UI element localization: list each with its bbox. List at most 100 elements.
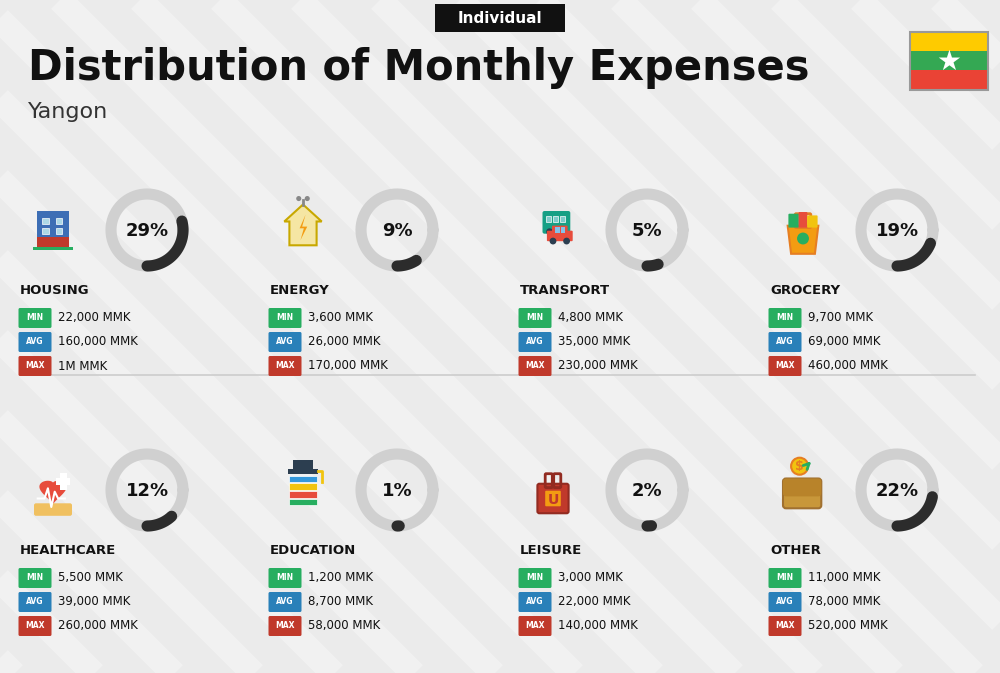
FancyBboxPatch shape [56,478,70,485]
Text: Individual: Individual [458,11,542,26]
Text: 140,000 MMK: 140,000 MMK [558,620,638,633]
Text: 260,000 MMK: 260,000 MMK [58,620,138,633]
FancyBboxPatch shape [288,469,318,474]
FancyBboxPatch shape [56,238,62,244]
FancyBboxPatch shape [768,592,802,612]
FancyBboxPatch shape [435,4,565,32]
Text: TRANSPORT: TRANSPORT [520,283,610,297]
FancyBboxPatch shape [561,227,565,233]
Text: MIN: MIN [276,573,294,583]
FancyBboxPatch shape [783,479,821,497]
Text: MAX: MAX [25,621,45,631]
Circle shape [560,228,567,235]
FancyBboxPatch shape [542,211,570,234]
Text: 9%: 9% [382,222,412,240]
FancyBboxPatch shape [768,332,802,352]
FancyBboxPatch shape [56,218,62,224]
Text: 5,500 MMK: 5,500 MMK [58,571,123,584]
Text: 9,700 MMK: 9,700 MMK [808,312,873,324]
Text: AVG: AVG [26,337,44,347]
FancyBboxPatch shape [788,214,799,227]
Polygon shape [300,215,307,240]
Text: 26,000 MMK: 26,000 MMK [308,336,380,349]
Text: AVG: AVG [26,598,44,606]
Text: MIN: MIN [26,573,44,583]
Text: 69,000 MMK: 69,000 MMK [808,336,881,349]
FancyBboxPatch shape [268,332,302,352]
FancyBboxPatch shape [18,332,52,352]
FancyBboxPatch shape [807,215,818,227]
FancyBboxPatch shape [546,215,551,222]
FancyBboxPatch shape [553,215,558,222]
Text: LEISURE: LEISURE [520,544,582,557]
Circle shape [797,233,809,244]
FancyBboxPatch shape [37,211,69,249]
FancyBboxPatch shape [42,238,49,244]
Text: MIN: MIN [276,314,294,322]
Text: EDUCATION: EDUCATION [270,544,356,557]
Text: AVG: AVG [276,598,294,606]
FancyBboxPatch shape [289,483,317,490]
FancyBboxPatch shape [518,568,552,588]
FancyBboxPatch shape [518,308,552,328]
Text: 460,000 MMK: 460,000 MMK [808,359,888,372]
FancyBboxPatch shape [560,215,565,222]
Text: MAX: MAX [275,361,295,371]
Text: MAX: MAX [525,621,545,631]
Text: HEALTHCARE: HEALTHCARE [20,544,116,557]
FancyBboxPatch shape [268,592,302,612]
Text: AVG: AVG [526,598,544,606]
FancyBboxPatch shape [33,248,73,250]
FancyBboxPatch shape [547,231,573,241]
FancyBboxPatch shape [18,356,52,376]
Circle shape [546,228,553,235]
Text: 22%: 22% [875,482,919,500]
Text: MAX: MAX [775,361,795,371]
Text: 5%: 5% [632,222,662,240]
Text: 12%: 12% [125,482,169,500]
FancyBboxPatch shape [268,356,302,376]
Text: 39,000 MMK: 39,000 MMK [58,596,130,608]
Text: 1%: 1% [382,482,412,500]
FancyBboxPatch shape [545,491,561,506]
Circle shape [305,196,310,201]
FancyBboxPatch shape [910,32,988,52]
FancyBboxPatch shape [18,308,52,328]
FancyBboxPatch shape [18,616,52,636]
Text: U: U [547,493,559,507]
FancyBboxPatch shape [783,479,821,508]
FancyBboxPatch shape [42,228,49,234]
Text: MAX: MAX [775,621,795,631]
Text: 170,000 MMK: 170,000 MMK [308,359,388,372]
Text: MIN: MIN [26,314,44,322]
Text: MAX: MAX [275,621,295,631]
FancyBboxPatch shape [518,332,552,352]
Text: 58,000 MMK: 58,000 MMK [308,620,380,633]
FancyBboxPatch shape [518,592,552,612]
FancyBboxPatch shape [268,568,302,588]
FancyBboxPatch shape [34,503,72,516]
Text: 160,000 MMK: 160,000 MMK [58,336,138,349]
Polygon shape [788,225,818,254]
Text: OTHER: OTHER [770,544,821,557]
FancyBboxPatch shape [910,70,988,90]
Text: AVG: AVG [276,337,294,347]
Circle shape [296,196,301,201]
Text: 3,000 MMK: 3,000 MMK [558,571,623,584]
Text: MIN: MIN [776,314,794,322]
Circle shape [791,458,808,474]
FancyBboxPatch shape [537,484,569,513]
Circle shape [563,238,570,244]
Text: 8,700 MMK: 8,700 MMK [308,596,373,608]
Text: ENERGY: ENERGY [270,283,330,297]
FancyBboxPatch shape [293,460,313,470]
Text: Distribution of Monthly Expenses: Distribution of Monthly Expenses [28,47,810,89]
Text: GROCERY: GROCERY [770,283,840,297]
FancyBboxPatch shape [768,356,802,376]
Circle shape [550,238,556,244]
Text: MAX: MAX [525,361,545,371]
FancyBboxPatch shape [56,228,62,234]
Text: 1M MMK: 1M MMK [58,359,107,372]
Text: 4,800 MMK: 4,800 MMK [558,312,623,324]
Text: MIN: MIN [526,314,544,322]
